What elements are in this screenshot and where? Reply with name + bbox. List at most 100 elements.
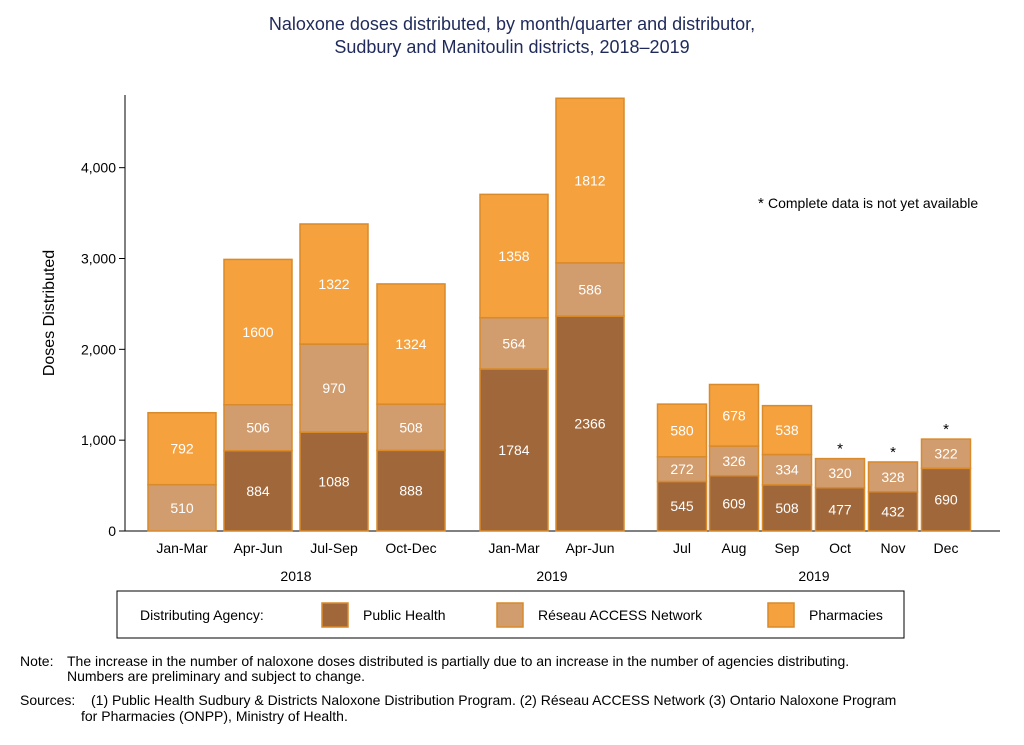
bars: 510 792 884 506 1600 1088 970 1322 888 508 1324 178…	[147, 97, 972, 532]
bar-segment	[223, 403, 293, 452]
bar-value-label: 678	[722, 407, 746, 423]
bar-segment	[814, 486, 866, 532]
bar-value-label: 320	[828, 465, 852, 481]
bar-segment	[920, 438, 972, 470]
group-label: 2019	[798, 568, 829, 584]
bar-value-label: 1322	[318, 276, 349, 292]
asterisk-key-text: Complete data is not yet available	[768, 195, 978, 211]
incomplete-asterisk: *	[943, 421, 949, 438]
bar-value-label: 1784	[498, 442, 529, 458]
bar-segment	[555, 262, 625, 317]
bar-value-label: 477	[828, 501, 852, 517]
y-tick-label: 0	[108, 523, 116, 539]
bar-value-label: 432	[881, 503, 905, 519]
incomplete-asterisk: *	[837, 441, 843, 458]
bar-segment	[656, 403, 708, 458]
y-tick-label: 4,000	[81, 160, 116, 176]
bar-segment	[376, 403, 446, 452]
legend-entry-label: Public Health	[363, 607, 446, 623]
bar-value-label: 510	[170, 500, 194, 516]
bar-value-label: 2366	[574, 416, 605, 432]
legend-entry-label: Réseau ACCESS Network	[538, 607, 703, 623]
legend-swatch	[767, 602, 795, 628]
legend-title: Distributing Agency:	[140, 607, 264, 623]
category-label: Nov	[881, 540, 906, 556]
legend-swatch	[496, 602, 524, 628]
category-label: Jul	[673, 540, 691, 556]
bar-value-label: 1600	[242, 324, 273, 340]
bar-value-label: 1812	[574, 173, 605, 189]
bar-value-label: 580	[670, 422, 694, 438]
sources-line-1: (1) Public Health Sudbury & Districts Na…	[91, 692, 896, 708]
category-label: Dec	[934, 540, 959, 556]
bar-segment	[147, 411, 217, 486]
category-labels: Jan-Mar Apr-Jun Jul-Sep Oct-Dec Jan-Mar Apr-J…	[156, 540, 958, 584]
bar-segment	[555, 315, 625, 532]
legend-swatch	[321, 602, 349, 628]
sources-label: Sources:	[20, 692, 75, 708]
incomplete-asterisk: *	[890, 444, 896, 461]
bar-segment	[479, 316, 549, 370]
y-tick-label: 1,000	[81, 432, 116, 448]
bar-segment	[656, 480, 708, 532]
bar-segment	[299, 431, 369, 532]
note-line-1: The increase in the number of naloxone d…	[67, 653, 849, 669]
category-label: Jan-Mar	[156, 540, 208, 556]
y-tick-label: 2,000	[81, 341, 116, 357]
bar-value-label: 272	[670, 461, 694, 477]
category-label: Jul-Sep	[310, 540, 358, 556]
bar-segment	[867, 461, 919, 493]
bar-value-label: 334	[775, 462, 799, 478]
category-label: Apr-Jun	[233, 540, 282, 556]
category-label: Jan-Mar	[488, 540, 540, 556]
legend: Distributing Agency: Public Health Réseau…	[116, 590, 905, 639]
category-label: Aug	[722, 540, 747, 556]
category-label: Apr-Jun	[565, 540, 614, 556]
bar-segment	[299, 343, 369, 433]
chart-title: Naloxone doses distributed, by month/qua…	[269, 14, 755, 34]
bar-segment	[223, 449, 293, 532]
y-tick-label: 3,000	[81, 251, 116, 267]
legend-entry-label: Pharmacies	[809, 607, 883, 623]
bar-segment	[479, 193, 549, 319]
bar-segment	[376, 283, 446, 405]
bar-value-label: 970	[322, 380, 346, 396]
bar-value-label: 609	[722, 495, 746, 511]
bar-segment	[814, 457, 866, 489]
bar-value-label: 1324	[395, 336, 426, 352]
notes: Note: The increase in the number of nalo…	[20, 653, 896, 724]
bar-segment	[147, 483, 217, 532]
group-label: 2018	[280, 568, 311, 584]
bar-value-label: 888	[399, 483, 423, 499]
y-axis-label: Doses Distributed	[41, 250, 58, 376]
bar-segment	[761, 484, 813, 532]
bar-segment	[555, 97, 625, 264]
chart-subtitle: Sudbury and Manitoulin districts, 2018–2…	[334, 37, 689, 57]
bar-segment	[223, 258, 293, 406]
bar-value-label: 326	[722, 453, 746, 469]
sources-line-2: for Pharmacies (ONPP), Ministry of Healt…	[81, 708, 348, 724]
bar-segment	[299, 223, 369, 345]
group-label: 2019	[536, 568, 567, 584]
note-line-2: Numbers are preliminary and subject to c…	[67, 668, 365, 684]
bar-value-label: 690	[934, 492, 958, 508]
note-label: Note:	[20, 653, 53, 669]
bar-value-label: 1088	[318, 474, 349, 490]
bar-segment	[479, 368, 549, 532]
bar-value-label: 564	[502, 335, 526, 351]
bar-value-label: 506	[246, 420, 270, 436]
bar-segment	[761, 453, 813, 486]
bar-value-label: 322	[934, 446, 958, 462]
bar-value-label: 586	[578, 281, 602, 297]
bar-segment	[376, 449, 446, 532]
category-label: Sep	[775, 540, 800, 556]
bar-segment	[708, 383, 760, 447]
bar-value-label: 508	[399, 419, 423, 435]
bar-value-label: 508	[775, 500, 799, 516]
bar-value-label: 1358	[498, 248, 529, 264]
bar-segment	[656, 456, 708, 483]
bar-value-label: 328	[881, 469, 905, 485]
asterisk-key-symbol: *	[758, 195, 764, 212]
bar-value-label: 792	[170, 441, 194, 457]
